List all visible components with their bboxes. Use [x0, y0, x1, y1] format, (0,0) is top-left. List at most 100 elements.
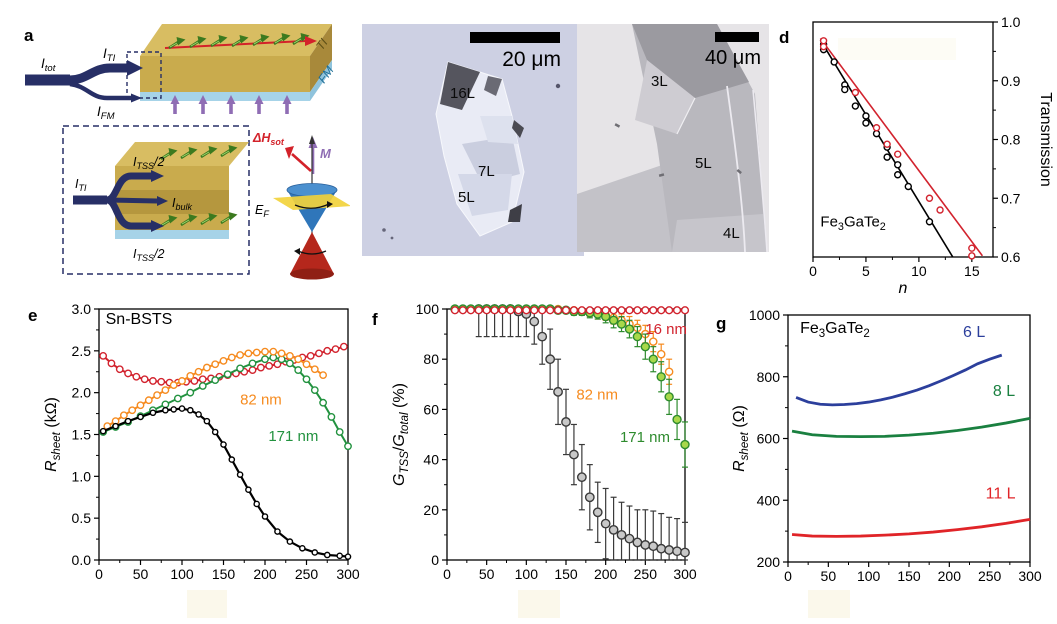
svg-text:200: 200	[757, 554, 781, 570]
svg-text:300: 300	[1018, 568, 1042, 584]
svg-text:Sn-BSTS: Sn-BSTS	[106, 311, 173, 328]
panel-d-letter: d	[779, 28, 790, 47]
optical-image-flake-b: 16L 7L 5L 20 μm	[362, 24, 584, 256]
svg-text:1.5: 1.5	[72, 427, 92, 443]
flake-c-3l-label: 3L	[651, 73, 668, 90]
svg-text:16 nm: 16 nm	[645, 321, 687, 338]
svg-text:5: 5	[862, 263, 870, 279]
svg-text:0.9: 0.9	[1001, 73, 1021, 89]
svg-text:0.6: 0.6	[1001, 249, 1021, 265]
flake-b-7l-label: 7L	[478, 163, 495, 180]
trident-current	[73, 170, 168, 232]
svg-text:n: n	[899, 280, 908, 295]
scale-bar-c	[715, 32, 759, 42]
svg-text:20: 20	[423, 502, 439, 518]
i-ti-label: ITI	[103, 46, 116, 64]
scale-bar-b-label: 20 μm	[502, 48, 561, 71]
svg-text:Rsheet (kΩ): Rsheet (kΩ)	[43, 397, 63, 472]
current-arrows	[25, 51, 162, 103]
rsheet-vs-temperature-snbsts-chart: 0 50 100 150 200 250 300 0.0 0.5 1.0 1.5 2.0 2.5 3.0 R…	[43, 301, 360, 582]
rsheet-vs-temperature-fgt-chart: 0 50 100 150 200 250 300 200 400 600 800 1000 Rsheet…	[731, 307, 1042, 584]
svg-text:0.7: 0.7	[1001, 190, 1021, 206]
svg-text:2.0: 2.0	[72, 385, 92, 401]
svg-text:150: 150	[897, 568, 921, 584]
svg-text:171 nm: 171 nm	[268, 428, 318, 445]
panel-e-letter: e	[28, 306, 38, 325]
artifact-smudge	[808, 590, 850, 618]
svg-text:82 nm: 82 nm	[240, 391, 282, 408]
svg-text:6 L: 6 L	[963, 324, 985, 341]
scale-bar-b	[470, 32, 560, 43]
artifact-smudge	[518, 590, 560, 618]
svg-text:1000: 1000	[749, 307, 780, 323]
spin-arrows-top	[164, 31, 317, 50]
flake-b	[382, 61, 561, 240]
svg-text:600: 600	[757, 431, 781, 447]
svg-text:Rsheet (Ω): Rsheet (Ω)	[731, 405, 751, 472]
svg-text:Transmission: Transmission	[1037, 92, 1054, 187]
svg-text:100: 100	[416, 301, 440, 317]
svg-text:80: 80	[423, 351, 439, 367]
i-ti2-label: ITI	[75, 177, 87, 193]
svg-text:50: 50	[479, 566, 495, 582]
i-bulk-label: Ibulk	[172, 196, 192, 212]
flake-b-5l-label: 5L	[458, 189, 475, 206]
flake-c-5l-label: 5L	[695, 155, 712, 172]
svg-text:800: 800	[757, 369, 781, 385]
svg-text:171 nm: 171 nm	[620, 429, 670, 446]
optical-image-flake-c: 3L 5L 4L 40 μm	[577, 24, 769, 252]
svg-text:150: 150	[212, 566, 236, 582]
svg-text:0.0: 0.0	[72, 552, 92, 568]
svg-text:100: 100	[170, 566, 194, 582]
svg-text:15: 15	[964, 263, 980, 279]
svg-text:Fe3GaTe2: Fe3GaTe2	[820, 213, 885, 233]
panel-f-letter: f	[372, 310, 378, 329]
svg-text:50: 50	[133, 566, 149, 582]
artifact-smudge	[838, 38, 956, 60]
transmission-vs-layers-chart: 0 5 10 15 0.6 0.7 0.8 0.9 1.0 n Transmission Fe3GaT…	[809, 14, 1054, 295]
svg-text:60: 60	[423, 401, 439, 417]
svg-text:82 nm: 82 nm	[576, 386, 618, 403]
svg-text:0: 0	[443, 566, 451, 582]
panel-g-letter: g	[716, 314, 727, 333]
svg-text:300: 300	[673, 566, 697, 582]
dh-sot-label: ΔHsot	[252, 131, 285, 147]
svg-text:GTSS/Gtotal (%): GTSS/Gtotal (%)	[391, 383, 411, 486]
svg-text:11 L: 11 L	[986, 486, 1016, 503]
svg-text:0: 0	[784, 568, 792, 584]
svg-text:200: 200	[594, 566, 618, 582]
panel-a-letter: a	[24, 26, 34, 45]
artifact-smudge	[187, 590, 227, 618]
svg-text:10: 10	[911, 263, 927, 279]
inset-dashed-box	[62, 125, 250, 275]
scale-bar-c-label: 40 μm	[705, 47, 761, 69]
svg-text:3.0: 3.0	[72, 301, 92, 317]
charge-current-arrowhead	[305, 36, 317, 46]
svg-text:250: 250	[295, 566, 319, 582]
svg-text:50: 50	[821, 568, 837, 584]
i-tss-bot-label: ITSS/2	[133, 247, 164, 263]
svg-text:0: 0	[431, 552, 439, 568]
svg-text:250: 250	[634, 566, 658, 582]
svg-text:1.0: 1.0	[1001, 14, 1021, 30]
svg-text:100: 100	[515, 566, 539, 582]
svg-text:0: 0	[809, 263, 817, 279]
svg-text:400: 400	[757, 492, 781, 508]
svg-text:2.5: 2.5	[72, 343, 92, 359]
svg-text:1.0: 1.0	[72, 468, 92, 484]
i-fm-label: IFM	[97, 104, 115, 122]
flake-b-16l-label: 16L	[450, 85, 475, 102]
svg-text:8 L: 8 L	[993, 383, 1015, 400]
svg-text:Fe3GaTe2: Fe3GaTe2	[800, 320, 870, 340]
svg-text:0.5: 0.5	[72, 510, 92, 526]
svg-text:100: 100	[857, 568, 881, 584]
dirac-cone	[273, 135, 350, 280]
flake-c	[577, 24, 768, 252]
flake-c-4l-label: 4L	[723, 225, 740, 242]
svg-text:300: 300	[336, 566, 360, 582]
svg-text:200: 200	[253, 566, 277, 582]
svg-text:40: 40	[423, 452, 439, 468]
svg-text:150: 150	[554, 566, 578, 582]
svg-text:0.8: 0.8	[1001, 132, 1021, 148]
